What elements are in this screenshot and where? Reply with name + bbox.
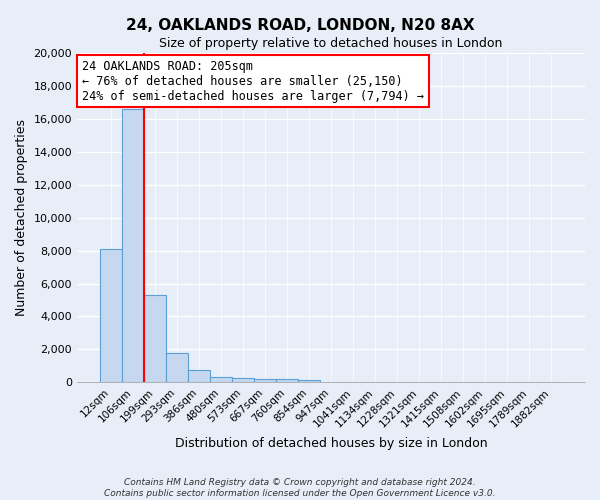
Text: 24 OAKLANDS ROAD: 205sqm
← 76% of detached houses are smaller (25,150)
24% of se: 24 OAKLANDS ROAD: 205sqm ← 76% of detach… — [82, 60, 424, 102]
Bar — [188, 370, 210, 382]
Bar — [276, 379, 298, 382]
Bar — [100, 249, 122, 382]
Bar — [166, 352, 188, 382]
Text: Contains HM Land Registry data © Crown copyright and database right 2024.
Contai: Contains HM Land Registry data © Crown c… — [104, 478, 496, 498]
Text: 24, OAKLANDS ROAD, LONDON, N20 8AX: 24, OAKLANDS ROAD, LONDON, N20 8AX — [125, 18, 475, 32]
Bar — [144, 295, 166, 382]
Bar — [122, 109, 144, 382]
Title: Size of property relative to detached houses in London: Size of property relative to detached ho… — [160, 38, 503, 51]
Y-axis label: Number of detached properties: Number of detached properties — [15, 119, 28, 316]
Bar — [298, 380, 320, 382]
Bar — [210, 377, 232, 382]
Bar — [232, 378, 254, 382]
X-axis label: Distribution of detached houses by size in London: Distribution of detached houses by size … — [175, 437, 487, 450]
Bar — [254, 378, 276, 382]
